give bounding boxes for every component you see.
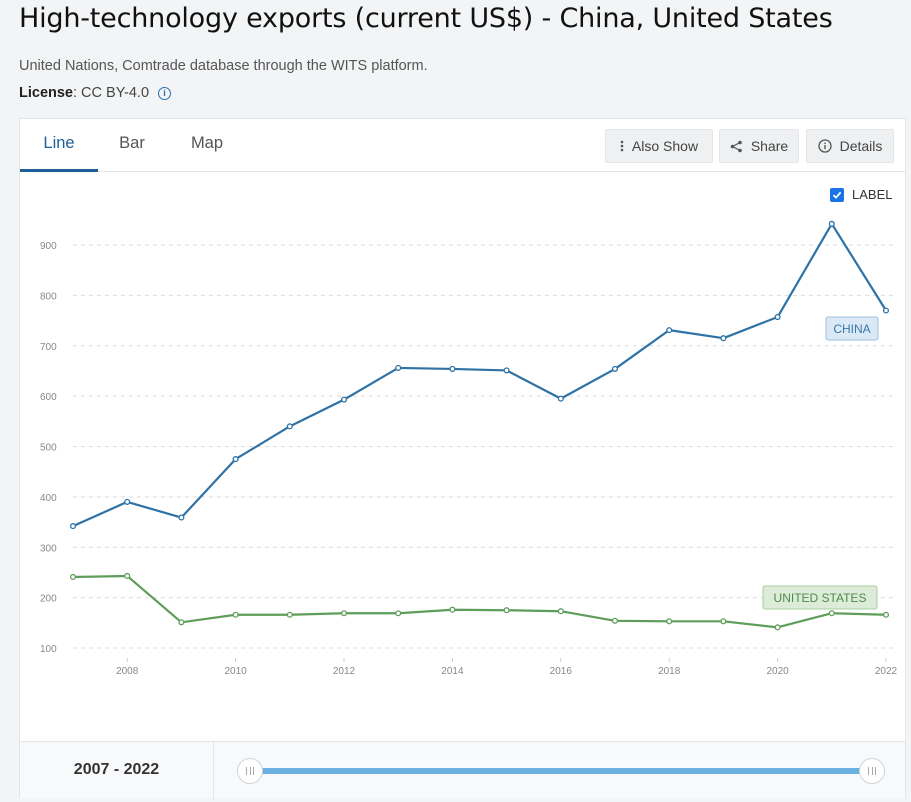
data-point (774, 624, 781, 631)
license-label: License (19, 85, 73, 101)
checkmark-icon (832, 191, 842, 199)
tab-map[interactable]: Map (190, 134, 224, 152)
data-point (666, 327, 673, 334)
data-point (124, 498, 131, 505)
range-slider-track[interactable] (252, 768, 872, 774)
data-point (828, 610, 835, 617)
y-tick-label: 500 (40, 443, 57, 454)
data-point (611, 365, 619, 372)
x-tick-label: 2016 (550, 666, 573, 677)
data-point (720, 618, 727, 625)
y-tick-label: 900 (40, 241, 57, 252)
data-point (882, 611, 890, 618)
range-footer: 2007 - 2022 (20, 741, 905, 799)
label-toggle-text: LABEL (852, 187, 893, 202)
also-show-label: Also Show (631, 138, 699, 154)
y-tick-label: 600 (40, 392, 57, 403)
y-tick-label: 700 (40, 342, 57, 353)
x-tick-label: 2022 (875, 666, 898, 677)
grip-icon (246, 767, 254, 775)
data-point (178, 619, 185, 626)
tab-bar-chart[interactable]: Bar (119, 134, 145, 152)
license-value: : CC BY-4.0 (73, 85, 150, 101)
data-point (232, 611, 239, 618)
data-point (395, 610, 402, 617)
data-point (340, 396, 348, 403)
info-icon[interactable]: i (158, 86, 172, 100)
source-text: United Nations, Comtrade database throug… (19, 58, 428, 74)
data-point (232, 456, 239, 463)
line-chart: 100 200 300 400 500 600 700 800 900 2008 2010 2012 2… (40, 220, 898, 677)
data-point (774, 313, 781, 321)
x-tick-label: 2020 (766, 666, 789, 677)
data-point (557, 395, 564, 402)
more-vertical-icon (620, 140, 624, 152)
details-button[interactable]: Details (806, 129, 894, 163)
x-tick-label: 2008 (116, 666, 139, 677)
share-button[interactable]: Share (719, 129, 799, 163)
range-start-handle[interactable] (237, 758, 263, 784)
details-label: Details (839, 138, 883, 154)
tab-line[interactable]: Line (20, 119, 98, 172)
data-point (449, 365, 456, 372)
data-point (286, 611, 293, 618)
data-point (340, 610, 348, 617)
data-point (503, 367, 510, 374)
share-label: Share (750, 138, 789, 154)
series-label-box (762, 585, 878, 610)
y-tick-label: 800 (40, 291, 57, 302)
series-line (72, 222, 887, 528)
range-label: 2007 - 2022 (20, 742, 214, 799)
label-checkbox[interactable] (830, 187, 844, 202)
data-point (69, 573, 77, 581)
y-tick-label: 400 (40, 493, 57, 504)
data-point (666, 618, 673, 625)
info-circle-icon (817, 139, 832, 153)
chart-card: Line Bar Map Also Show Share Details LAB… (19, 118, 906, 799)
series-label-box (825, 316, 879, 341)
y-tick-label: 200 (40, 594, 57, 605)
share-icon (730, 140, 742, 152)
x-tick-label: 2012 (333, 666, 356, 677)
data-point (828, 220, 835, 227)
data-point (449, 606, 456, 613)
series-label: UNITED STATES (774, 591, 867, 605)
x-tick-label: 2018 (658, 666, 681, 677)
series-line (72, 574, 887, 629)
data-point (286, 423, 293, 430)
page-title: High-technology exports (current US$) - … (19, 3, 833, 34)
data-point (69, 523, 77, 530)
data-point (611, 617, 619, 624)
data-point (124, 572, 131, 580)
data-point (882, 307, 890, 314)
series-label: CHINA (833, 322, 870, 336)
y-tick-label: 300 (40, 543, 57, 554)
data-point (720, 335, 727, 342)
tab-bar: Line Bar Map Also Show Share Details (20, 119, 905, 172)
grip-icon (868, 767, 876, 775)
label-toggle[interactable]: LABEL (830, 187, 892, 202)
license-line: License : CC BY-4.0 i (19, 85, 172, 101)
data-point (178, 514, 185, 521)
data-point (395, 364, 402, 371)
data-point (557, 608, 564, 615)
y-tick-label: 100 (40, 644, 57, 655)
x-tick-label: 2014 (441, 666, 464, 677)
data-point (503, 607, 510, 614)
range-end-handle[interactable] (859, 758, 885, 784)
also-show-button[interactable]: Also Show (605, 129, 713, 163)
x-tick-label: 2010 (224, 666, 247, 677)
